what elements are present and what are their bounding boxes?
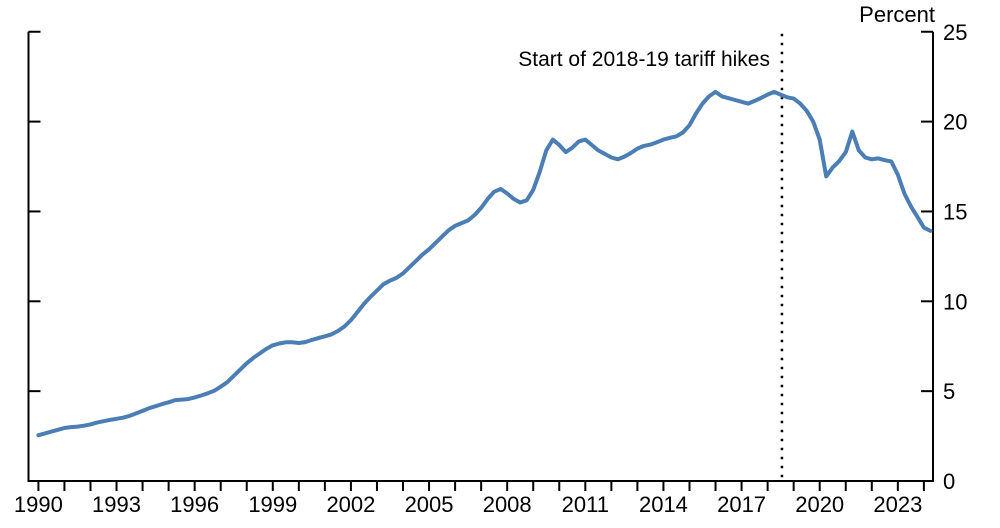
x-tick-label: 2020	[795, 492, 844, 517]
tariff-hikes-annotation: Start of 2018-19 tariff hikes	[518, 48, 770, 71]
y-axis-label: 15	[943, 199, 967, 224]
x-tick-label: 2008	[483, 492, 532, 517]
x-tick-label: 2014	[639, 492, 688, 517]
y-axis-label: 20	[943, 110, 967, 135]
x-tick-label: 1993	[92, 492, 141, 517]
imports-share-line	[36, 89, 933, 438]
x-tick-label: 2023	[873, 492, 922, 517]
x-tick-label: 2011	[562, 492, 609, 517]
x-tick-label: 1996	[170, 492, 219, 517]
x-tick-label: 2005	[405, 492, 454, 517]
x-tick-label: 2017	[717, 492, 766, 517]
y-axis-label: 5	[943, 379, 955, 404]
y-axis-label: 0	[943, 469, 955, 494]
y-axis-label: 10	[943, 289, 967, 314]
y-axis-label: 25	[943, 20, 967, 45]
y-axis-unit-label: Percent	[859, 2, 935, 27]
x-tick-label: 2002	[326, 492, 375, 517]
x-tick-label: 1990	[14, 492, 63, 517]
x-tick-label: 1999	[248, 492, 297, 517]
